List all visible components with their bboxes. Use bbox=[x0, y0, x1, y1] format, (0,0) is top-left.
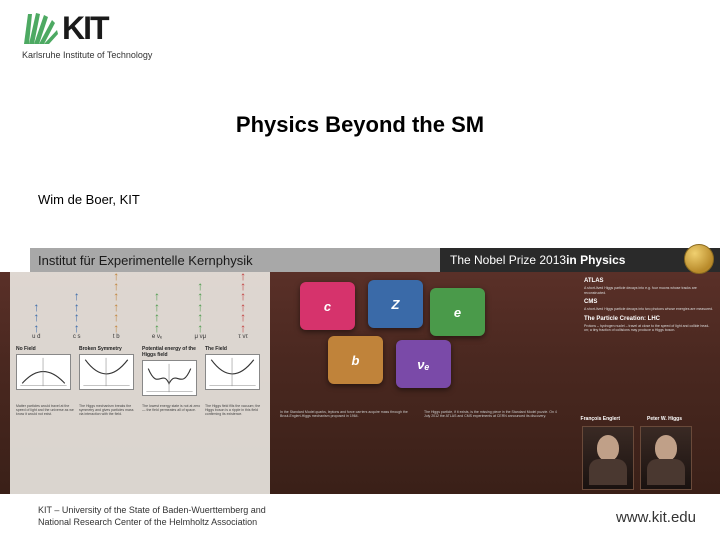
right-column: ATLAS A short-lived Higgs particle decays… bbox=[584, 278, 714, 398]
particle-arrow: ↑↑↑↑↑↑t b bbox=[113, 272, 120, 340]
diagram-panel: The Field bbox=[205, 346, 264, 396]
kit-wordmark: KIT bbox=[62, 12, 108, 44]
mid-text-col: The Higgs particle, if it exists, is the… bbox=[424, 410, 560, 419]
right-col-title: The Particle Creation: LHC bbox=[584, 316, 714, 322]
infographic: ↑↑↑u d ↑↑↑↑c s ↑↑↑↑↑↑t b ↑↑↑↑e νₑ ↑↑↑↑↑μ νμ ↑… bbox=[0, 272, 720, 494]
particle-arrow: ↑↑↑↑c s bbox=[73, 292, 81, 340]
panel-text: The Higgs mechanism breaks the symmetry … bbox=[79, 402, 138, 417]
footer-line1: KIT – University of the State of Baden-W… bbox=[38, 505, 266, 517]
puzzle-piece: Z bbox=[368, 280, 423, 328]
institute-text: Institut für Experimentelle Kernphysik bbox=[38, 253, 253, 268]
diagram-panel: No Field bbox=[16, 346, 75, 396]
puzzle-piece: c bbox=[300, 282, 355, 330]
infographic-left-panel: ↑↑↑u d ↑↑↑↑c s ↑↑↑↑↑↑t b ↑↑↑↑e νₑ ↑↑↑↑↑μ νμ ↑… bbox=[10, 272, 270, 494]
portrait-englert bbox=[582, 426, 634, 490]
slide-title: Physics Beyond the SM bbox=[0, 112, 720, 138]
particle-arrow: ↑↑↑↑↑↑↑τ ντ bbox=[238, 272, 247, 340]
portrait-higgs bbox=[640, 426, 692, 490]
right-col-title: CMS bbox=[584, 299, 714, 305]
mid-text-row: In the Standard Model quarks, leptons an… bbox=[280, 410, 560, 419]
footer-url: www.kit.edu bbox=[616, 509, 696, 526]
kit-subtitle: Karlsruhe Institute of Technology bbox=[22, 50, 152, 60]
kit-logo: KIT bbox=[22, 12, 152, 46]
nobel-bold: in Physics bbox=[566, 253, 625, 267]
right-col-body: A short-lived Higgs particle decays into… bbox=[584, 307, 714, 312]
panel-text: The lowest energy state is not at zero —… bbox=[142, 402, 201, 417]
footer-affiliation: KIT – University of the State of Baden-W… bbox=[38, 505, 266, 528]
panels-text-row: Matter particles would travel at the spe… bbox=[16, 402, 264, 417]
puzzle-area: cZebνₑ bbox=[278, 274, 488, 404]
portraits bbox=[582, 426, 692, 490]
puzzle-piece: b bbox=[328, 336, 383, 384]
right-col-body: A short-lived Higgs particle decays into… bbox=[584, 286, 714, 295]
panel-text: The Higgs field fills the vacuum; the Hi… bbox=[205, 402, 264, 417]
particle-arrow: ↑↑↑u d bbox=[32, 303, 40, 340]
kit-logo-block: KIT Karlsruhe Institute of Technology bbox=[22, 12, 152, 60]
right-col-title: ATLAS bbox=[584, 278, 714, 284]
portrait-caption-higgs: Peter W. Higgs bbox=[647, 416, 682, 422]
nobel-banner: The Nobel Prize 2013 in Physics bbox=[440, 248, 720, 272]
nobel-prefix: The Nobel Prize 2013 bbox=[450, 253, 566, 267]
kit-fan-icon bbox=[22, 12, 58, 46]
particle-arrow: ↑↑↑↑↑μ νμ bbox=[194, 282, 206, 340]
author-line: Wim de Boer, KIT bbox=[38, 192, 140, 207]
puzzle-piece: e bbox=[430, 288, 485, 336]
mid-text-col: In the Standard Model quarks, leptons an… bbox=[280, 410, 416, 419]
portrait-caption-englert: François Englert bbox=[581, 416, 620, 422]
diagram-panel: Potential energy of the Higgs field bbox=[142, 346, 201, 396]
puzzle-piece: νₑ bbox=[396, 340, 451, 388]
diagram-panel: Broken Symmetry bbox=[79, 346, 138, 396]
nobel-medal-icon bbox=[684, 244, 714, 274]
particle-arrow: ↑↑↑↑e νₑ bbox=[152, 292, 162, 340]
particle-arrows-row: ↑↑↑u d↑↑↑↑c s↑↑↑↑↑↑t b↑↑↑↑e νₑ↑↑↑↑↑μ νμ↑… bbox=[16, 280, 264, 340]
footer: KIT – University of the State of Baden-W… bbox=[0, 494, 720, 540]
right-col-body: Protons – hydrogen nuclei – travel at cl… bbox=[584, 324, 714, 333]
diagrams-row: No FieldBroken SymmetryPotential energy … bbox=[16, 346, 264, 396]
footer-line2: National Research Center of the Helmholt… bbox=[38, 517, 266, 529]
panel-text: Matter particles would travel at the spe… bbox=[16, 402, 75, 417]
